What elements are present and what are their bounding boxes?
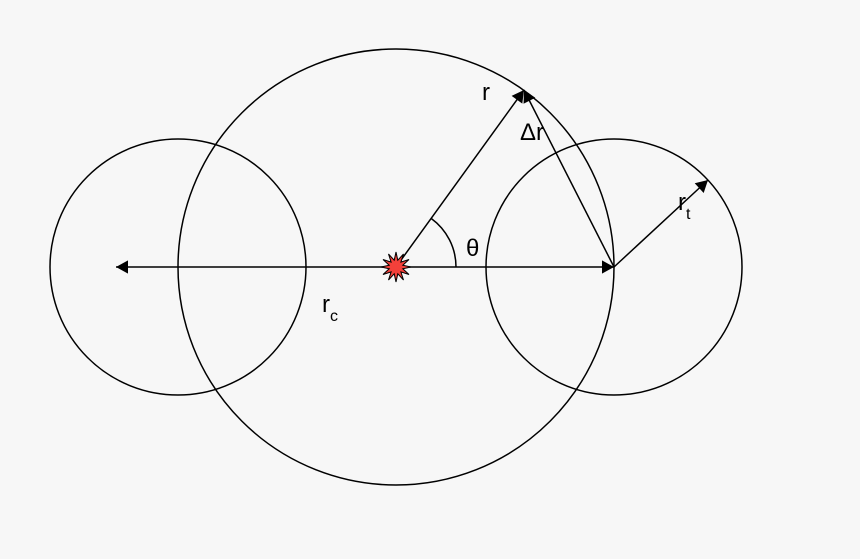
label-r-t: rt bbox=[678, 189, 691, 223]
rc-arrow bbox=[116, 260, 396, 273]
r-arrow bbox=[396, 90, 524, 267]
dr-arrow bbox=[524, 90, 614, 267]
center-to-right-arrow bbox=[396, 260, 614, 273]
theta-arc bbox=[431, 218, 456, 267]
label-r-c: rc bbox=[322, 291, 338, 325]
label-delta-r: Δr bbox=[520, 119, 544, 146]
label-r: r bbox=[482, 79, 490, 106]
label-theta: θ bbox=[466, 235, 479, 262]
rt-arrow bbox=[614, 180, 708, 267]
explosion-icon bbox=[381, 252, 411, 282]
